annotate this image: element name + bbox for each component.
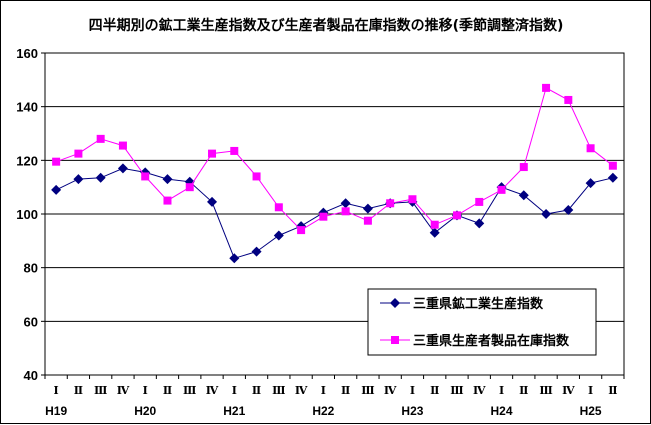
legend-marker-inventory [391,336,399,344]
data-point-inventory [586,144,595,153]
data-point-inventory [475,197,484,206]
x-quarter-label: Ⅲ [183,384,196,397]
data-point-production [474,218,485,229]
x-quarter-label: Ⅳ [117,384,130,397]
data-point-inventory [297,226,306,235]
data-point-production [607,172,618,183]
x-quarter-label: Ⅱ [519,384,528,397]
legend-marker-production [390,298,400,308]
data-point-production [229,253,240,264]
data-point-production [207,196,218,207]
x-quarter-label: Ⅲ [539,384,552,397]
x-quarter-label: Ⅱ [430,384,439,397]
data-point-inventory [230,146,239,155]
data-point-inventory [274,203,283,212]
x-quarter-label: Ⅰ [410,384,415,397]
data-point-inventory [497,185,506,194]
data-point-production [585,178,596,189]
data-point-inventory [542,83,551,92]
legend-box [367,288,597,356]
x-quarter-label: Ⅰ [143,384,148,397]
data-point-production [273,230,284,241]
x-year-label: H20 [134,404,156,418]
data-point-inventory [163,196,172,205]
x-quarter-label: Ⅰ [588,384,593,397]
x-quarter-label: Ⅰ [232,384,237,397]
x-quarter-label: Ⅲ [272,384,285,397]
data-point-production [541,209,552,219]
y-tick-label: 140 [16,100,38,115]
y-tick-label: 100 [16,207,38,222]
data-point-production [251,246,262,257]
x-quarter-label: Ⅰ [321,384,326,397]
series-layer [51,83,618,264]
data-point-production [518,190,529,201]
x-year-label: H24 [491,404,513,418]
y-tick-label: 160 [16,46,38,61]
x-quarter-label: Ⅰ [54,384,59,397]
x-quarter-label: Ⅳ [562,384,575,397]
y-tick-label: 60 [24,314,38,329]
data-point-inventory [252,172,261,181]
x-year-label: H25 [580,404,602,418]
x-quarter-label: Ⅲ [361,384,374,397]
legend-label-inventory: 三重県生産者製品在庫指数 [413,333,570,349]
data-point-inventory [185,183,194,192]
x-quarter-label: Ⅱ [74,384,83,397]
y-tick-label: 40 [24,368,38,383]
x-quarter-label: Ⅳ [206,384,219,397]
data-point-inventory [141,172,150,181]
data-point-inventory [386,199,395,208]
data-point-inventory [319,212,328,221]
data-point-inventory [608,161,617,170]
data-point-inventory [74,149,83,158]
legend-label-production: 三重県鉱工業生産指数 [413,296,544,312]
legend: 三重県鉱工業生産指数 三重県生産者製品在庫指数 [367,288,597,356]
data-point-inventory [564,95,573,104]
x-quarter-label: Ⅱ [608,384,617,397]
data-point-inventory [208,149,217,158]
data-point-inventory [341,207,350,216]
x-quarter-label: Ⅱ [252,384,261,397]
x-quarter-label: Ⅳ [295,384,308,397]
x-quarter-label: Ⅰ [499,384,504,397]
data-point-inventory [52,157,61,166]
chart-title: 四半期別の鉱工業生産指数及び生産者製品在庫指数の推移(季節調整済指数) [89,17,564,34]
y-tick-label: 120 [16,153,38,168]
x-quarter-label: Ⅱ [163,384,172,397]
data-point-production [73,174,84,185]
x-quarter-label: Ⅳ [473,384,486,397]
data-point-production [95,172,106,183]
x-year-label: H19 [45,404,67,418]
data-point-production [51,184,62,195]
data-point-production [362,203,373,214]
x-year-label: H23 [401,404,423,418]
data-point-inventory [430,220,439,229]
x-year-label: H21 [223,404,245,418]
data-point-production [340,198,351,209]
data-point-production [563,204,574,215]
y-tick-label: 80 [24,261,38,276]
x-quarter-label: Ⅱ [341,384,350,397]
x-quarter-label: Ⅲ [94,384,107,397]
data-point-inventory [118,141,127,150]
x-quarter-label: Ⅳ [384,384,397,397]
x-year-label: H22 [312,404,334,418]
data-point-production [429,227,440,238]
data-point-inventory [96,134,105,143]
data-point-inventory [519,163,528,172]
data-point-inventory [363,216,372,225]
data-point-production [162,174,173,185]
data-point-inventory [452,211,461,220]
data-point-production [117,163,128,174]
x-quarter-label: Ⅲ [450,384,463,397]
data-point-inventory [408,195,417,204]
